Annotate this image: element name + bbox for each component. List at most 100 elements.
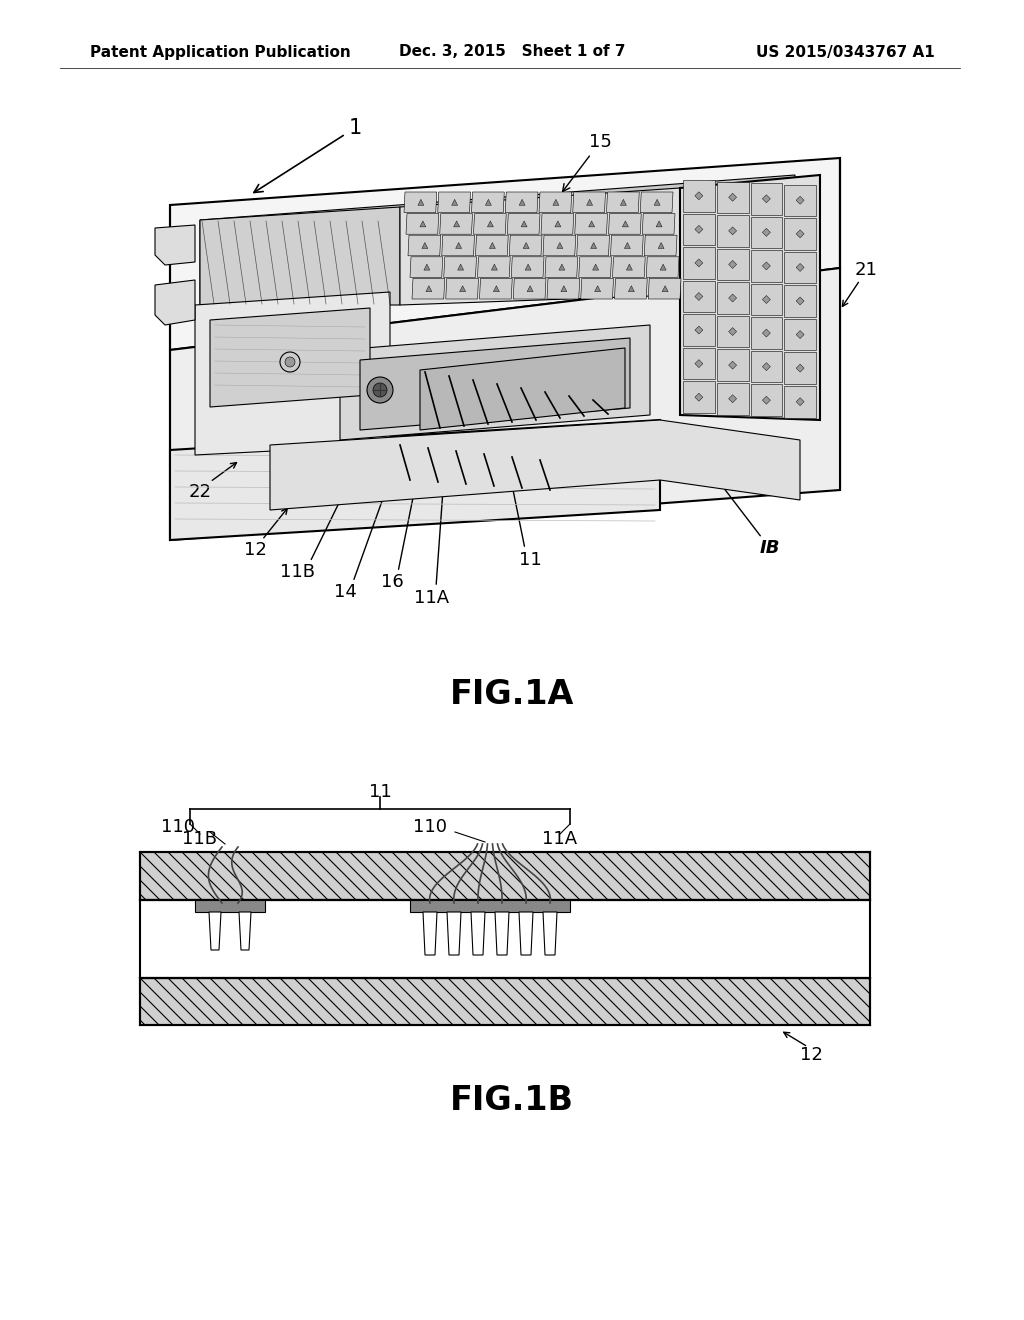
Circle shape xyxy=(367,378,393,403)
Polygon shape xyxy=(458,264,464,271)
Text: 110: 110 xyxy=(161,818,195,836)
Polygon shape xyxy=(479,279,512,300)
Polygon shape xyxy=(443,257,476,277)
Polygon shape xyxy=(784,319,816,350)
Polygon shape xyxy=(589,220,595,227)
Polygon shape xyxy=(683,180,715,211)
Polygon shape xyxy=(695,226,702,234)
Polygon shape xyxy=(763,195,770,203)
Polygon shape xyxy=(456,243,462,248)
Polygon shape xyxy=(695,259,702,267)
Polygon shape xyxy=(555,220,561,227)
Polygon shape xyxy=(475,235,508,256)
Polygon shape xyxy=(663,285,668,292)
Polygon shape xyxy=(492,264,498,271)
Polygon shape xyxy=(656,220,663,227)
Polygon shape xyxy=(763,261,770,269)
Polygon shape xyxy=(521,220,527,227)
Text: 11B: 11B xyxy=(182,830,217,847)
Text: 22: 22 xyxy=(188,483,212,502)
Polygon shape xyxy=(495,912,509,954)
Polygon shape xyxy=(471,191,504,213)
Text: Patent Application Publication: Patent Application Publication xyxy=(90,45,351,59)
Text: 12: 12 xyxy=(800,1045,823,1064)
Text: 11: 11 xyxy=(518,550,542,569)
Polygon shape xyxy=(608,214,641,234)
Polygon shape xyxy=(796,264,804,272)
Text: 16: 16 xyxy=(381,573,403,591)
Polygon shape xyxy=(477,257,510,277)
Polygon shape xyxy=(543,235,575,256)
Polygon shape xyxy=(729,294,736,302)
Polygon shape xyxy=(170,420,660,540)
Polygon shape xyxy=(441,235,474,256)
Polygon shape xyxy=(695,359,702,368)
Polygon shape xyxy=(452,199,458,206)
Polygon shape xyxy=(487,220,494,227)
Polygon shape xyxy=(577,235,609,256)
Polygon shape xyxy=(683,247,715,279)
Polygon shape xyxy=(796,330,804,338)
Text: 11B: 11B xyxy=(281,564,315,581)
Polygon shape xyxy=(572,191,605,213)
Polygon shape xyxy=(494,285,500,292)
Polygon shape xyxy=(559,264,565,271)
Polygon shape xyxy=(784,252,816,284)
Polygon shape xyxy=(155,224,195,265)
Polygon shape xyxy=(519,912,534,954)
Polygon shape xyxy=(541,214,573,234)
Polygon shape xyxy=(644,235,677,256)
Polygon shape xyxy=(683,214,715,246)
Polygon shape xyxy=(408,235,440,256)
Polygon shape xyxy=(404,191,437,213)
Polygon shape xyxy=(717,282,749,314)
Polygon shape xyxy=(796,364,804,372)
Polygon shape xyxy=(683,348,715,379)
Polygon shape xyxy=(729,327,736,335)
Polygon shape xyxy=(557,243,563,248)
Polygon shape xyxy=(763,228,770,236)
Polygon shape xyxy=(683,281,715,313)
Polygon shape xyxy=(717,181,749,213)
Polygon shape xyxy=(410,900,570,912)
Polygon shape xyxy=(547,279,580,300)
Polygon shape xyxy=(717,383,749,414)
Polygon shape xyxy=(513,279,546,300)
Polygon shape xyxy=(784,385,816,417)
Polygon shape xyxy=(519,199,525,206)
Polygon shape xyxy=(195,900,265,912)
Polygon shape xyxy=(629,285,635,292)
Polygon shape xyxy=(717,350,749,381)
Polygon shape xyxy=(525,264,531,271)
Polygon shape xyxy=(420,220,426,227)
Polygon shape xyxy=(505,191,538,213)
Polygon shape xyxy=(447,912,461,954)
Polygon shape xyxy=(695,393,702,401)
Polygon shape xyxy=(796,397,804,405)
Polygon shape xyxy=(729,362,736,370)
Text: Dec. 3, 2015   Sheet 1 of 7: Dec. 3, 2015 Sheet 1 of 7 xyxy=(398,45,626,59)
Polygon shape xyxy=(545,257,578,277)
Polygon shape xyxy=(460,285,466,292)
Polygon shape xyxy=(751,351,782,383)
Polygon shape xyxy=(155,280,195,325)
Polygon shape xyxy=(424,264,430,271)
Polygon shape xyxy=(445,279,478,300)
Polygon shape xyxy=(784,352,816,384)
Polygon shape xyxy=(406,214,438,234)
Polygon shape xyxy=(195,292,390,455)
Polygon shape xyxy=(410,257,442,277)
Polygon shape xyxy=(627,264,633,271)
Text: US 2015/0343767 A1: US 2015/0343767 A1 xyxy=(757,45,935,59)
Polygon shape xyxy=(595,285,601,292)
Polygon shape xyxy=(200,176,795,305)
Polygon shape xyxy=(614,279,647,300)
Polygon shape xyxy=(587,199,593,206)
Polygon shape xyxy=(729,395,736,403)
Circle shape xyxy=(285,356,295,367)
Polygon shape xyxy=(717,315,749,347)
Polygon shape xyxy=(412,279,444,300)
Polygon shape xyxy=(426,285,432,292)
Polygon shape xyxy=(763,296,770,304)
Polygon shape xyxy=(621,199,627,206)
